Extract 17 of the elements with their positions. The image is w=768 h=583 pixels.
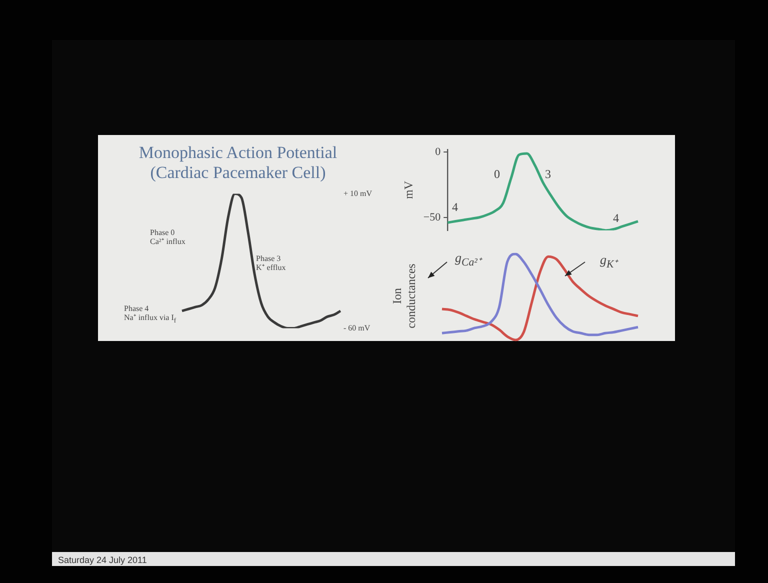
y-tick-label: + 10 mV	[343, 188, 372, 198]
y-axis-title: mV	[401, 180, 416, 199]
y-axis-title: Ion conductances	[390, 264, 419, 328]
annotation: 0	[494, 167, 500, 182]
annotation: 4	[613, 211, 619, 226]
y-tick-label: −50	[423, 211, 442, 224]
annotation: Phase 3 K⁺ efflux	[256, 254, 286, 272]
text: Phase 4 Na⁺ influx via I$_{f}$	[124, 304, 176, 326]
line-series	[446, 152, 640, 230]
annotation: Phase 0 Ca²⁺ influx	[150, 228, 186, 246]
annotation: 4	[452, 200, 458, 215]
series-label: g$_{Ca²⁺}$	[455, 250, 482, 270]
y-tick-label: - 60 mV	[343, 323, 370, 332]
text: Saturday 24 July 2011	[58, 555, 147, 566]
chart-title: Monophasic Action Potential (Cardiac Pacemaker Cell)	[138, 143, 338, 182]
text: g$_{K⁺}$	[600, 252, 618, 272]
annotation: 3	[545, 167, 551, 182]
